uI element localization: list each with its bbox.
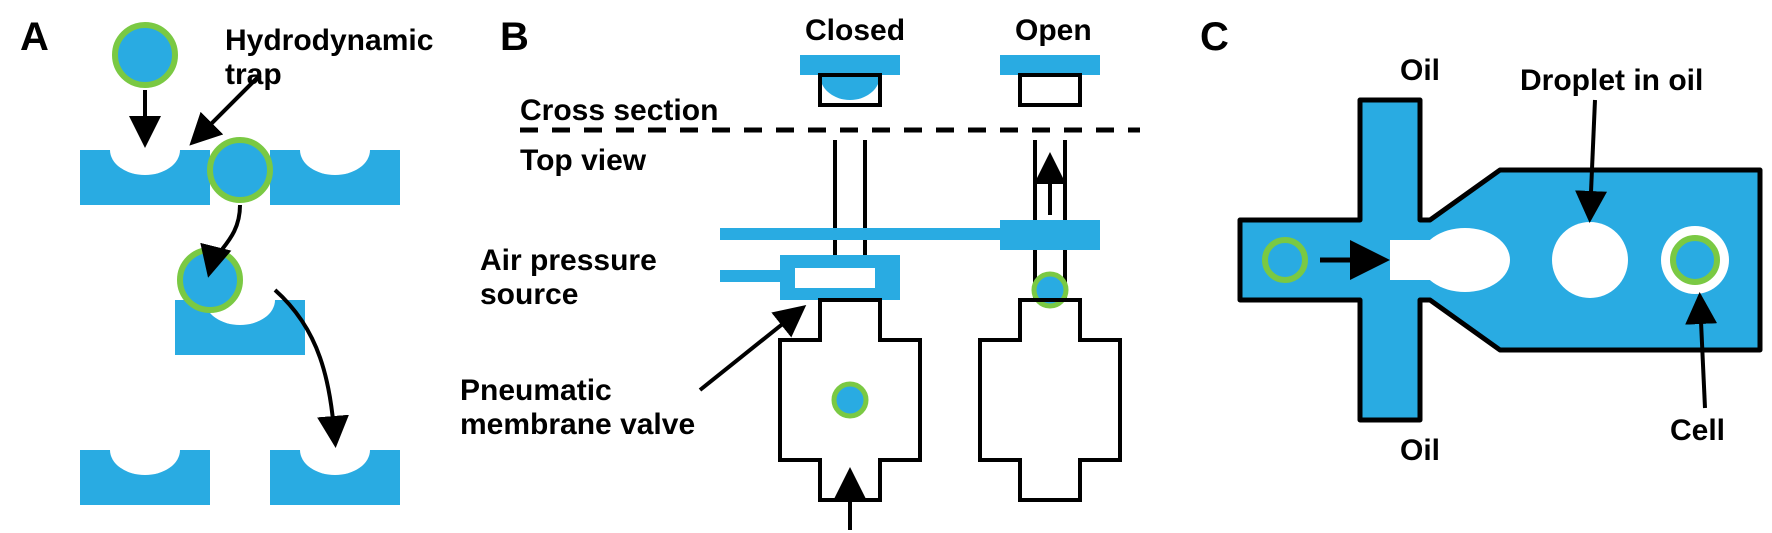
panel-b: B Closed Open Cross section Top view bbox=[460, 14, 1140, 530]
top-view-label: Top view bbox=[520, 144, 647, 177]
panel-c: C Oil Oil Droplet in oil Cell bbox=[1200, 15, 1760, 467]
hydrodynamic-trap-label: Hydrodynamic trap bbox=[225, 24, 442, 91]
panel-a-letter: A bbox=[20, 15, 49, 59]
droplet-label: Droplet in oil bbox=[1520, 64, 1703, 97]
cell-label: Cell bbox=[1670, 414, 1725, 447]
panel-b-letter: B bbox=[500, 15, 529, 59]
open-label: Open bbox=[1015, 14, 1092, 47]
oil-bottom-label: Oil bbox=[1400, 434, 1440, 467]
panel-a: A Hydrodynamic trap bbox=[20, 15, 442, 505]
closed-label: Closed bbox=[805, 14, 905, 47]
cross-section-label: Cross section bbox=[520, 94, 718, 127]
air-pressure-label: Air pressure source bbox=[480, 244, 665, 311]
oil-top-label: Oil bbox=[1400, 54, 1440, 87]
pneumatic-valve-label: Pneumatic membrane valve bbox=[460, 374, 695, 441]
panel-c-letter: C bbox=[1200, 15, 1229, 59]
